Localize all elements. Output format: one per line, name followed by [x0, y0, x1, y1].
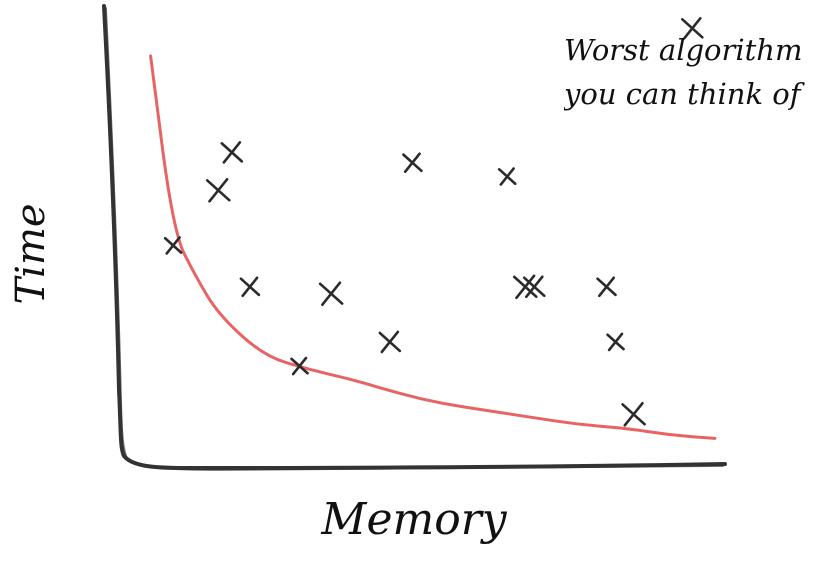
- scatter-point: [163, 236, 183, 255]
- axes-line-overstroke: [105, 7, 724, 471]
- x-axis-label: Memory: [320, 494, 507, 545]
- annotation-wrap: Worst algorithm you can think of: [564, 33, 803, 111]
- scatter-point: [680, 17, 704, 40]
- frontier-curve-layer: [149, 54, 717, 440]
- scatter-point: [402, 152, 423, 174]
- axes: [102, 4, 727, 471]
- scatter-point: [290, 356, 309, 376]
- scatter-point: [220, 141, 244, 164]
- scatter-point: [378, 330, 402, 354]
- scatter-point: [205, 178, 231, 203]
- scatter-point: [606, 332, 625, 352]
- scatter-points: [163, 17, 704, 427]
- scatter-point: [318, 281, 344, 306]
- annotation-text: Worst algorithm you can think of: [564, 33, 803, 111]
- y-axis-label: Time: [8, 203, 54, 304]
- scatter-point: [239, 276, 261, 298]
- frontier-curve: [149, 54, 717, 440]
- scatter-point: [497, 167, 517, 186]
- scatter-point: [522, 275, 546, 299]
- scatter-point: [596, 276, 617, 298]
- scatter-point: [621, 402, 646, 427]
- scatter-point: [512, 274, 538, 300]
